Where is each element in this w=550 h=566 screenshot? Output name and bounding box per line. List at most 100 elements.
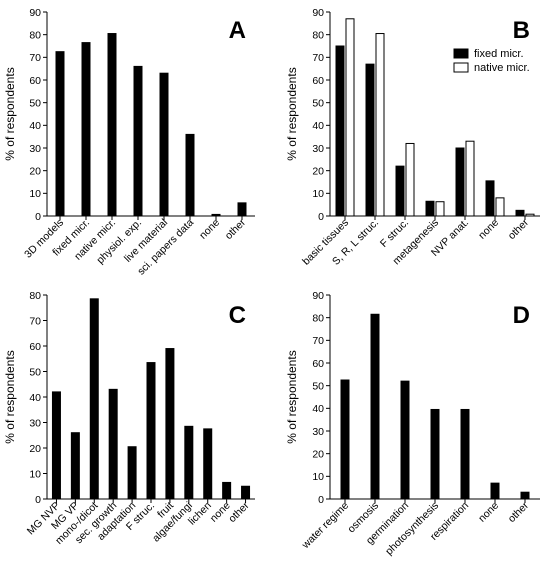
y-tick-label: 0 [35,494,41,506]
category-label: other [506,499,532,525]
bar [400,380,410,500]
bar [51,391,61,500]
y-tick-label: 40 [312,403,324,415]
y-axis-title: % of respondents [3,350,17,443]
y-tick-label: 90 [29,7,41,19]
y-tick-label: 60 [29,341,41,353]
bar [525,213,535,217]
bar [185,133,195,217]
bar [203,428,213,500]
y-tick-label: 20 [29,165,41,177]
y-tick-label: 50 [29,366,41,378]
category-label: none [476,500,501,525]
category-label: other [506,216,532,242]
y-tick-label: 70 [29,52,41,64]
y-tick-label: 60 [312,75,324,87]
y-tick-label: 20 [29,443,41,455]
bar [222,481,232,500]
y-tick-label: 80 [312,29,324,41]
panel-letter: C [229,302,246,329]
bar [89,298,99,500]
y-tick-label: 40 [29,120,41,132]
y-tick-label: 70 [312,52,324,64]
bar [425,200,435,217]
y-tick-label: 30 [29,143,41,155]
bar [455,147,465,217]
y-tick-label: 80 [312,312,324,324]
bar [375,33,385,217]
bar [495,197,505,217]
y-tick-label: 80 [29,29,41,41]
y-tick-label: 10 [312,471,324,483]
y-tick-label: 40 [29,392,41,404]
y-tick-label: 0 [318,494,324,506]
y-tick-label: 50 [29,97,41,109]
panel-letter: B [513,17,530,44]
y-tick-label: 90 [312,290,324,302]
bar [395,165,405,217]
bar [345,18,355,217]
bar [146,362,156,500]
y-tick-label: 90 [312,7,324,19]
y-tick-label: 40 [312,120,324,132]
legend-label: native micr. [474,62,530,74]
y-tick-label: 30 [29,417,41,429]
bar [165,348,175,500]
bar [108,388,118,500]
bar [515,209,525,217]
panel-letter: A [229,17,246,44]
y-tick-label: 0 [35,211,41,223]
category-label: water regime [299,500,351,552]
bar [335,45,345,217]
y-tick-label: 10 [312,188,324,200]
y-axis-title: % of respondents [3,67,17,160]
bar [107,33,117,217]
y-tick-label: 60 [29,75,41,87]
bar [435,201,445,217]
y-tick-label: 50 [312,380,324,392]
legend-label: fixed micr. [474,48,524,60]
bar [370,313,380,500]
bar [340,379,350,500]
y-tick-label: 50 [312,97,324,109]
legend-swatch [453,62,469,73]
category-label: other [226,499,252,525]
chart-panel-d: 0 10 20 30 40 50 60 70 80 90 % of respondents water… [285,290,540,558]
bar [405,142,415,217]
y-axis-title: % of respondents [285,67,299,160]
bar [490,482,500,500]
legend-swatch [453,48,469,59]
bar [460,408,470,500]
category-label: none [197,217,222,242]
bar [159,72,169,217]
y-tick-label: 70 [29,315,41,327]
bar [465,140,475,217]
y-tick-label: 0 [318,211,324,223]
bar [133,65,143,217]
y-tick-label: 20 [312,448,324,460]
y-tick-label: 20 [312,165,324,177]
bar [365,63,375,217]
bar [184,425,194,500]
bar [485,180,495,217]
bar [81,42,91,217]
bar [127,446,137,500]
y-tick-label: 70 [312,335,324,347]
category-label: none [476,217,501,242]
y-axis-title: % of respondents [285,350,299,443]
bar [211,213,221,217]
panel-letter: D [513,302,530,329]
bar [55,51,65,217]
y-tick-label: 80 [29,290,41,302]
category-label: other [223,216,249,242]
y-tick-label: 10 [29,188,41,200]
bar [520,491,530,500]
bar [430,408,440,500]
bar [237,202,247,217]
y-tick-label: 30 [312,426,324,438]
y-tick-label: 30 [312,143,324,155]
